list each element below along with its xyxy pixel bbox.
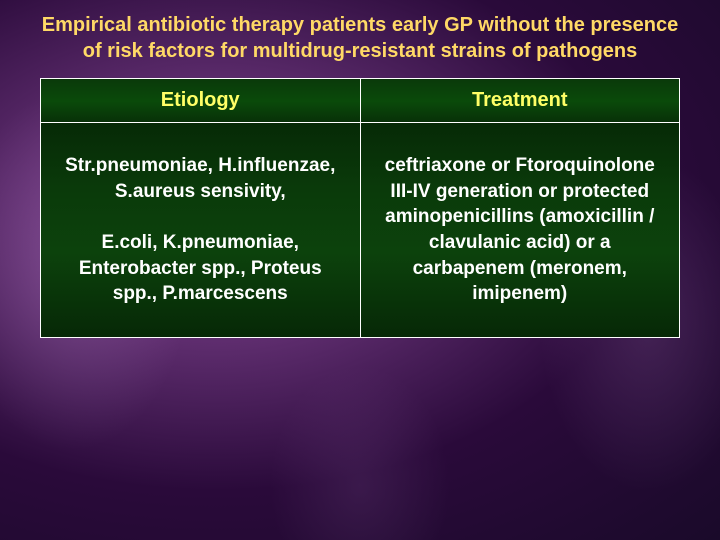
- cell-treatment: ceftriaxone or Ftoroquinolone III-IV gen…: [360, 123, 680, 338]
- header-etiology: Etiology: [41, 79, 361, 123]
- header-treatment: Treatment: [360, 79, 680, 123]
- table-row: Str.pneumoniae, H.influenzae, S.aureus s…: [41, 123, 680, 338]
- slide-container: Empirical antibiotic therapy patients ea…: [0, 0, 720, 540]
- cell-etiology: Str.pneumoniae, H.influenzae, S.aureus s…: [41, 123, 361, 338]
- antibiotic-table: Etiology Treatment Str.pneumoniae, H.inf…: [40, 78, 680, 338]
- slide-title: Empirical antibiotic therapy patients ea…: [30, 12, 690, 64]
- table-header-row: Etiology Treatment: [41, 79, 680, 123]
